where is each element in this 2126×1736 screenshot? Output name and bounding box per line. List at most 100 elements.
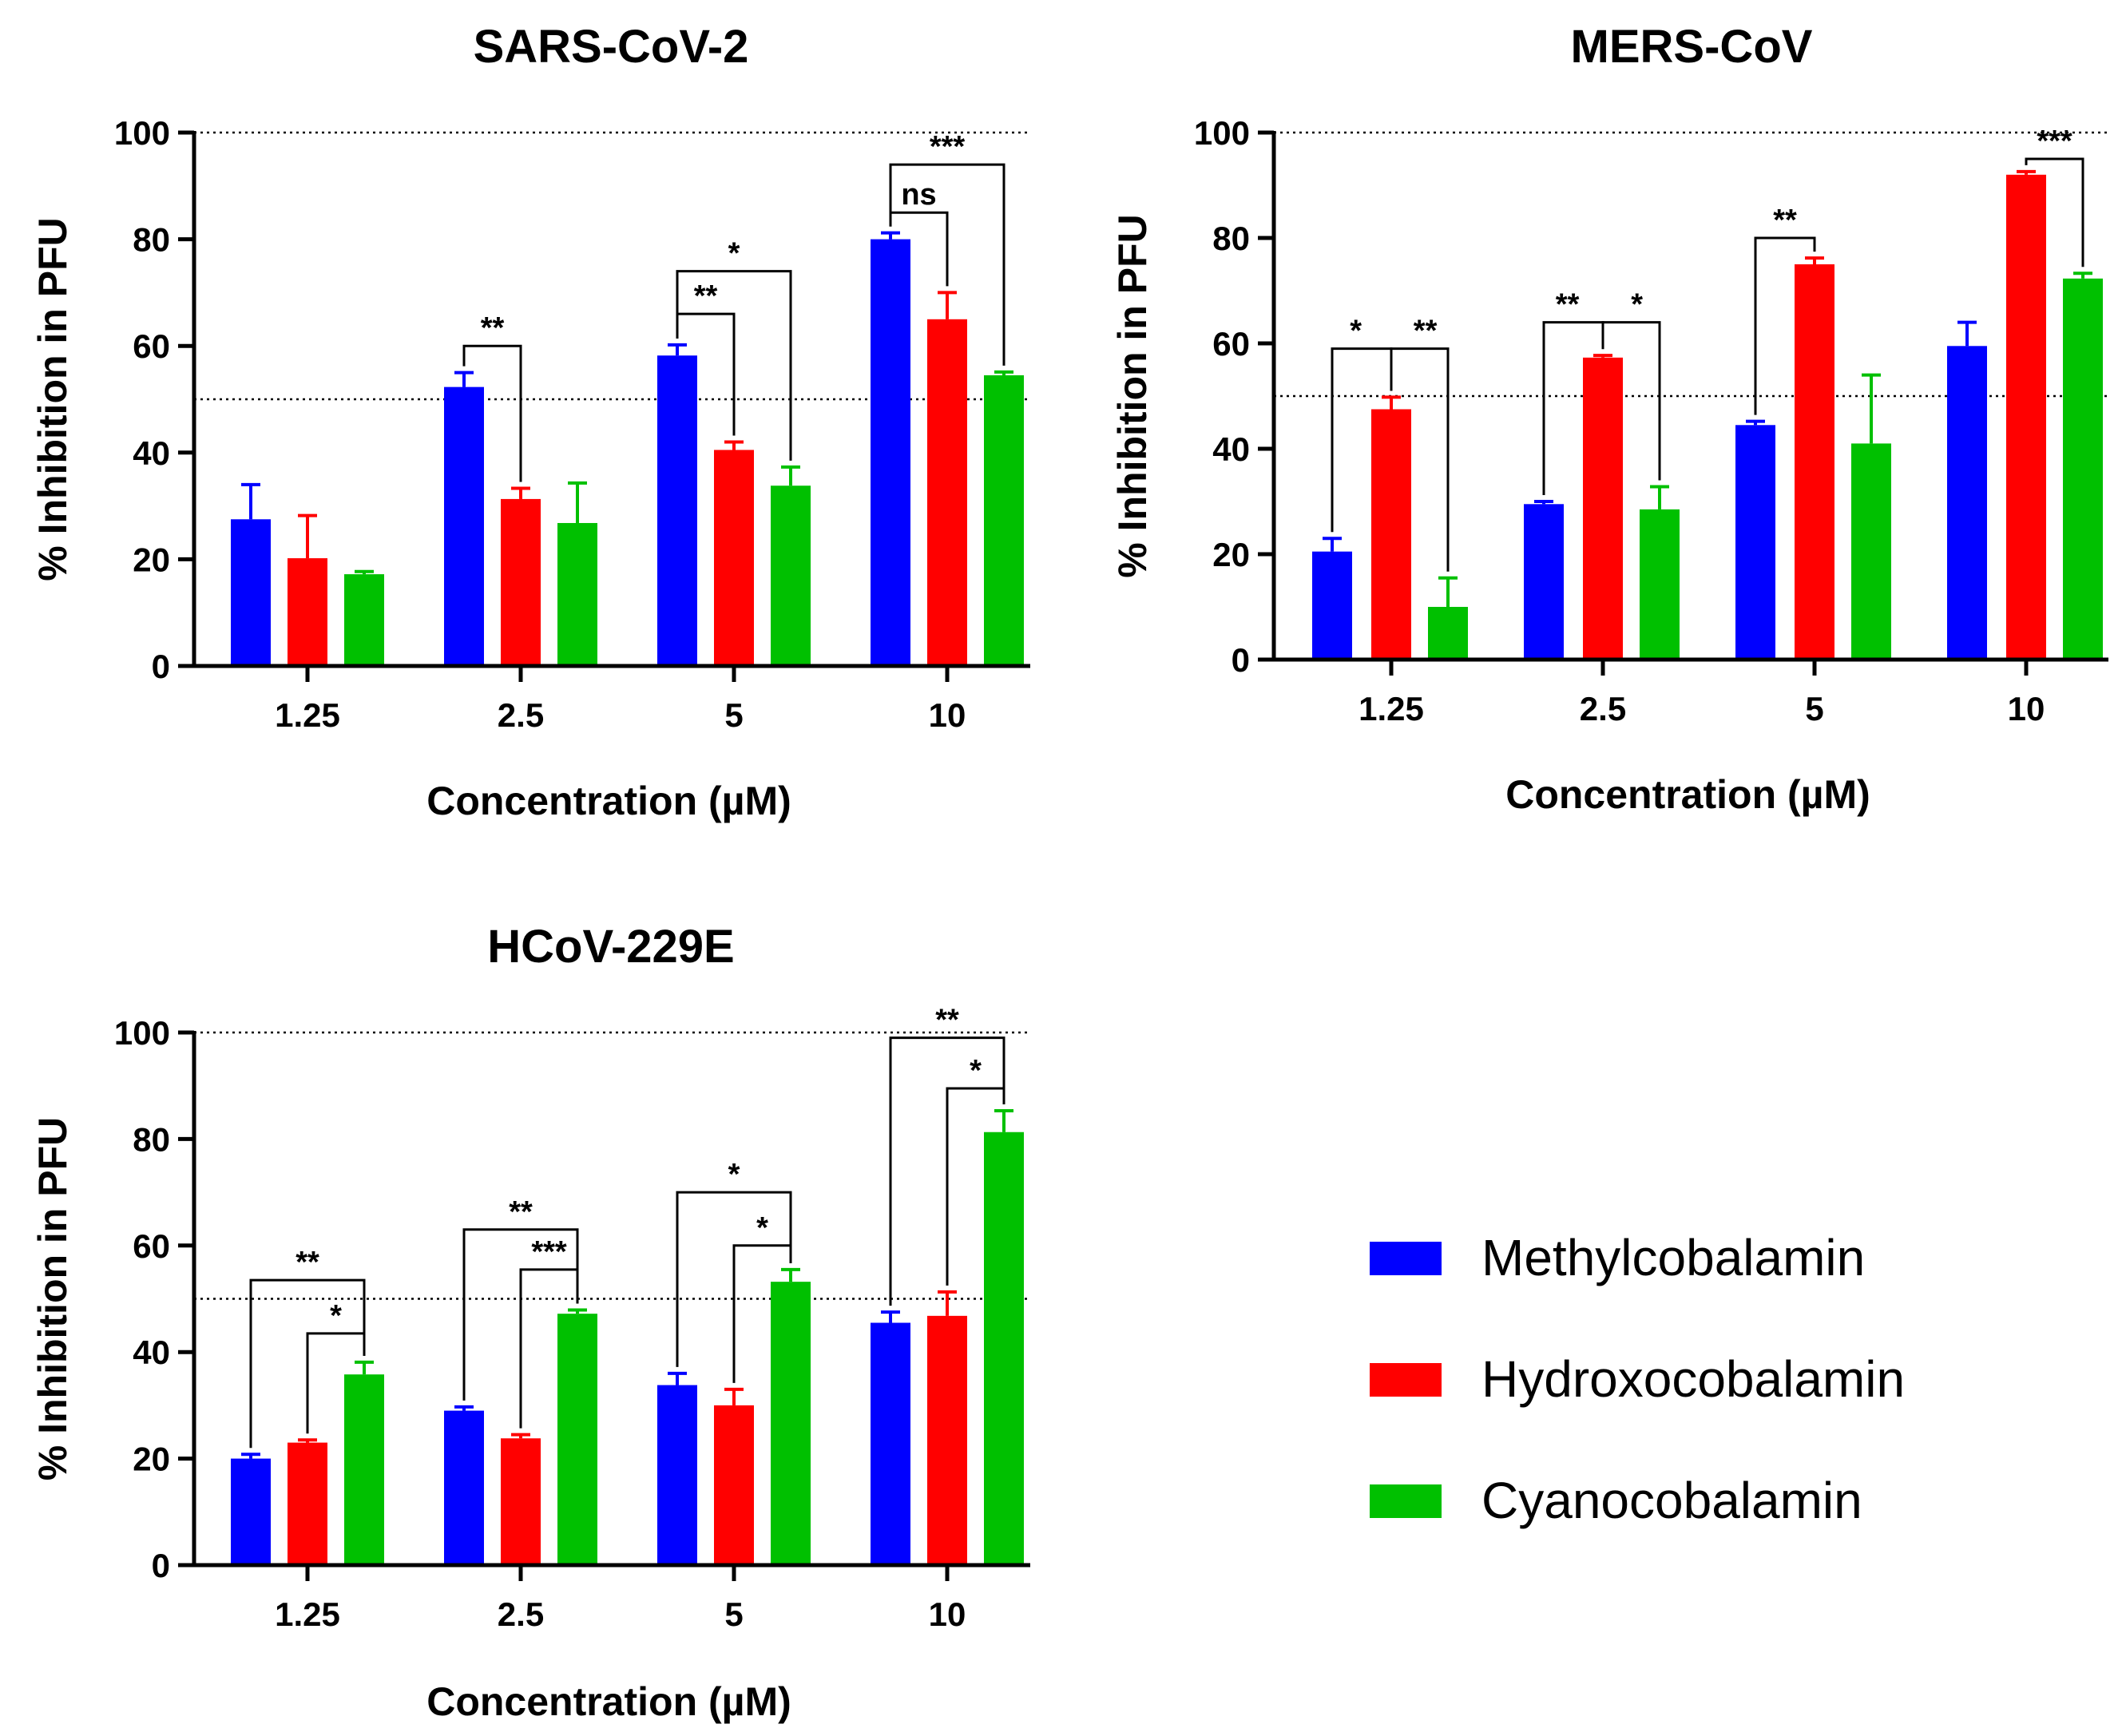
x-tick-label: 2.5	[1580, 690, 1626, 727]
significance-bracket	[889, 1036, 1005, 1306]
bar	[1735, 425, 1775, 660]
y-tick-label: 40	[1212, 430, 1250, 468]
y-tick-label: 20	[133, 541, 170, 578]
x-tick-label: 10	[2008, 690, 2045, 727]
bar	[501, 498, 541, 666]
significance-bracket	[1390, 347, 1450, 572]
y-tick-label: 20	[1212, 536, 1250, 573]
significance-label: ns	[901, 178, 936, 212]
bar	[871, 1322, 910, 1565]
legend: Methylcobalamin Hydroxocobalamin Cyanocoba…	[1370, 1229, 1905, 1529]
significance-label: ***	[2037, 125, 2072, 158]
bar	[2006, 174, 2046, 660]
bar	[344, 574, 384, 666]
y-axis-label: % Inhibition in PFU	[30, 217, 75, 581]
significance-label: **	[1556, 288, 1580, 322]
significance-label: *	[1631, 288, 1643, 322]
bar	[231, 1458, 271, 1565]
bar	[984, 1132, 1024, 1565]
chart-title: MERS-CoV	[1571, 21, 1813, 73]
bar	[1428, 607, 1468, 660]
y-tick-label: 80	[133, 221, 170, 259]
significance-bracket	[1754, 236, 1816, 415]
legend-swatch	[1370, 1242, 1442, 1275]
chart-sars-cov-2: SARS-CoV-2 0 20 40 60 80 100 1.25 2.5 5 10 Concentr…	[30, 21, 1030, 823]
chart-hcov-229e: HCoV-229E 0 20 40 60 80 100 1.25 2.5 5 10 Concentra…	[30, 921, 1030, 1724]
bar	[714, 1405, 754, 1565]
bar	[1524, 504, 1564, 660]
significance-label: *	[970, 1054, 982, 1088]
significance-label: **	[1773, 204, 1797, 237]
bar	[927, 319, 967, 666]
bar	[1795, 264, 1834, 660]
x-tick-label: 10	[929, 1595, 966, 1633]
x-tick-label: 1.25	[275, 696, 340, 734]
x-tick-label: 5	[724, 696, 743, 734]
bar	[344, 1374, 384, 1565]
bar	[1947, 346, 1987, 660]
y-tick-label: 80	[133, 1120, 170, 1158]
bar	[2063, 278, 2103, 660]
significance-label: *	[1350, 315, 1362, 348]
legend-swatch	[1370, 1363, 1442, 1397]
legend-item-label: Hydroxocobalamin	[1481, 1350, 1905, 1408]
bar	[1312, 551, 1352, 660]
x-axis-label: Concentration (µM)	[426, 779, 791, 823]
bar	[1851, 443, 1891, 660]
x-tick-label: 2.5	[498, 696, 544, 734]
bar	[444, 1410, 484, 1565]
x-tick-label: 2.5	[498, 1595, 544, 1633]
significance-bracket	[889, 163, 1005, 366]
y-tick-label: 0	[152, 648, 170, 685]
y-tick-label: 0	[1232, 641, 1250, 679]
bar	[557, 522, 597, 666]
x-axis-label: Concentration (µM)	[426, 1679, 791, 1724]
legend-swatch	[1370, 1484, 1442, 1518]
bar	[1583, 357, 1623, 660]
y-tick-label: 40	[133, 1334, 170, 1371]
y-tick-label: 20	[133, 1441, 170, 1478]
legend-item-label: Methylcobalamin	[1481, 1229, 1865, 1286]
significance-label: **	[935, 1004, 959, 1037]
bar	[657, 355, 697, 666]
x-tick-label: 5	[724, 1595, 743, 1633]
bar	[771, 1282, 811, 1565]
significance-bracket	[676, 270, 792, 461]
bar	[984, 375, 1024, 666]
x-tick-label: 10	[929, 696, 966, 734]
significance-label: *	[728, 237, 740, 271]
bar	[1371, 409, 1411, 660]
y-tick-label: 100	[114, 1014, 170, 1052]
bar	[557, 1314, 597, 1565]
bar	[927, 1315, 967, 1565]
bar	[288, 1442, 327, 1565]
significance-label: **	[1414, 315, 1438, 348]
significance-label: ***	[930, 130, 966, 164]
x-tick-label: 1.25	[275, 1595, 340, 1633]
x-tick-label: 5	[1805, 690, 1823, 727]
y-tick-label: 60	[1212, 325, 1250, 363]
x-axis-label: Concentration (µM)	[1505, 772, 1870, 817]
y-axis-label: % Inhibition in PFU	[1110, 214, 1155, 578]
legend-item-label: Cyanocobalamin	[1481, 1472, 1862, 1529]
y-tick-label: 100	[114, 114, 170, 152]
bar	[714, 450, 754, 666]
significance-label: *	[728, 1158, 740, 1191]
bar	[444, 386, 484, 666]
significance-label: **	[295, 1246, 319, 1279]
significance-bracket	[249, 1278, 366, 1449]
significance-label: *	[330, 1299, 342, 1333]
significance-label: *	[756, 1211, 768, 1245]
significance-bracket	[676, 1191, 792, 1367]
bar	[231, 519, 271, 666]
significance-bracket	[1601, 321, 1661, 481]
y-tick-label: 100	[1194, 114, 1250, 152]
bar	[501, 1438, 541, 1565]
bar	[871, 239, 910, 667]
y-tick-label: 80	[1212, 220, 1250, 257]
bar	[1640, 509, 1680, 660]
bar	[288, 558, 327, 666]
y-tick-label: 60	[133, 327, 170, 365]
chart-mers-cov: MERS-CoV 0 20 40 60 80 100 1.25 2.5 5 10 Concentrat…	[1110, 21, 2108, 817]
